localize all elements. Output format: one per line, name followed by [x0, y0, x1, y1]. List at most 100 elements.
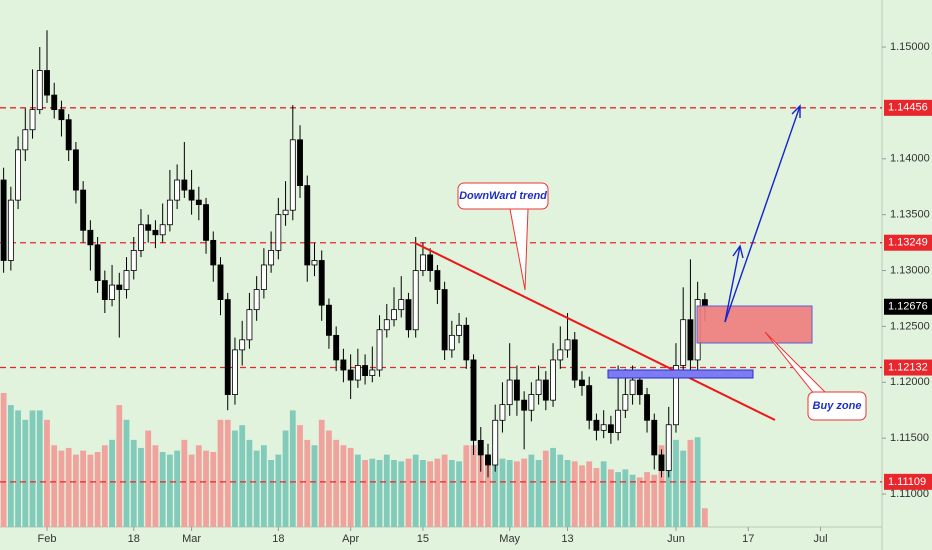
volume-bar — [441, 454, 448, 527]
candle-body — [499, 404, 506, 421]
level-label-box — [884, 473, 932, 490]
volume-bar — [318, 419, 325, 527]
level-label: 1.11109 — [888, 476, 926, 488]
candle-body — [542, 379, 549, 401]
volume-bar — [694, 437, 701, 527]
volume-bar — [80, 450, 87, 527]
x-tick-label: May — [499, 533, 520, 545]
volume-bar — [405, 458, 412, 527]
candle-body — [477, 439, 484, 456]
candle-body — [58, 109, 65, 121]
candle-body — [0, 179, 7, 261]
candle-body — [687, 319, 694, 361]
candle-body — [44, 70, 50, 96]
volume-bar — [253, 450, 260, 527]
candle-body — [152, 229, 159, 236]
volume-bar — [116, 405, 123, 527]
candle-body — [210, 239, 217, 266]
level-label-box — [884, 359, 932, 376]
volume-bar — [268, 460, 274, 527]
volume-bar — [470, 445, 477, 527]
volume-bar — [658, 445, 665, 527]
volume-bar — [145, 430, 152, 527]
candle-body — [289, 139, 296, 211]
volume-bar — [673, 439, 679, 527]
volume-bar — [521, 458, 528, 527]
volume-bar — [427, 461, 434, 527]
volume-bar — [289, 410, 296, 527]
volume-bar — [109, 439, 115, 527]
candle-body — [383, 319, 390, 331]
volume-bar — [333, 439, 340, 527]
candle-body — [463, 324, 470, 361]
volume-bar — [36, 410, 43, 527]
candle-body — [275, 214, 282, 251]
volume-bar — [224, 419, 231, 527]
candle-body — [318, 260, 325, 306]
volume-bar — [304, 439, 311, 527]
volume-bar — [7, 405, 14, 527]
volume-bar — [311, 445, 318, 527]
candle-body — [181, 179, 188, 191]
volume-bar — [557, 454, 564, 527]
candle-body — [680, 319, 687, 366]
candle-body — [232, 349, 238, 395]
candle-body — [441, 289, 448, 351]
y-tick-label: 1.14000 — [890, 153, 930, 165]
support-box — [607, 369, 754, 379]
candle-body — [224, 299, 231, 395]
candle-body — [521, 399, 528, 411]
volume-bar — [58, 450, 65, 527]
volume-bar — [87, 454, 94, 527]
volume-bar — [463, 445, 470, 527]
volume-bar — [651, 474, 658, 527]
level-label: 1.14456 — [888, 102, 928, 114]
candle-body — [701, 299, 708, 306]
candle-body — [311, 260, 318, 266]
level-label-box — [884, 234, 932, 251]
candle-body — [600, 424, 607, 431]
volume-bar — [680, 450, 687, 527]
last-price-label: 1.12676 — [888, 301, 928, 313]
volume-bar — [376, 460, 383, 527]
candle-body — [412, 270, 419, 331]
volume-bar — [340, 445, 347, 527]
volume-bar — [420, 460, 426, 527]
candle-body — [550, 359, 556, 401]
volume-bar — [499, 458, 506, 527]
candle-body — [651, 419, 658, 456]
candle-body — [528, 394, 535, 411]
candle-body — [347, 369, 354, 381]
volume-bar — [152, 445, 159, 527]
y-tick-label: 1.13500 — [890, 209, 930, 221]
candle-body — [51, 94, 58, 111]
volume-bar — [282, 430, 289, 527]
candle-body — [398, 299, 405, 311]
candle-body — [7, 199, 14, 261]
volume-bar — [275, 454, 282, 527]
volume-bar — [73, 454, 79, 527]
x-tick-label: Jul — [814, 533, 828, 545]
y-tick-label: 1.15000 — [890, 41, 930, 53]
candle-body — [22, 129, 29, 151]
volume-bar — [210, 451, 217, 527]
candle-body — [636, 379, 643, 395]
volume-bar — [159, 451, 166, 527]
volume-bar — [615, 472, 622, 527]
candle-body — [253, 289, 260, 311]
candle-body — [15, 149, 22, 201]
candle-body — [593, 419, 600, 431]
y-tick-label: 1.11500 — [890, 432, 929, 444]
candle-body — [217, 264, 224, 300]
candle-body — [376, 329, 383, 371]
zone-note: Buy zone — [813, 400, 862, 412]
volume-bar — [528, 454, 535, 527]
volume-bar — [593, 468, 600, 527]
volume-bar — [542, 450, 549, 527]
volume-bar — [391, 460, 397, 527]
candle-body — [557, 349, 564, 361]
volume-bar — [195, 445, 202, 527]
candle-body — [174, 179, 181, 201]
volume-bar — [701, 508, 708, 527]
